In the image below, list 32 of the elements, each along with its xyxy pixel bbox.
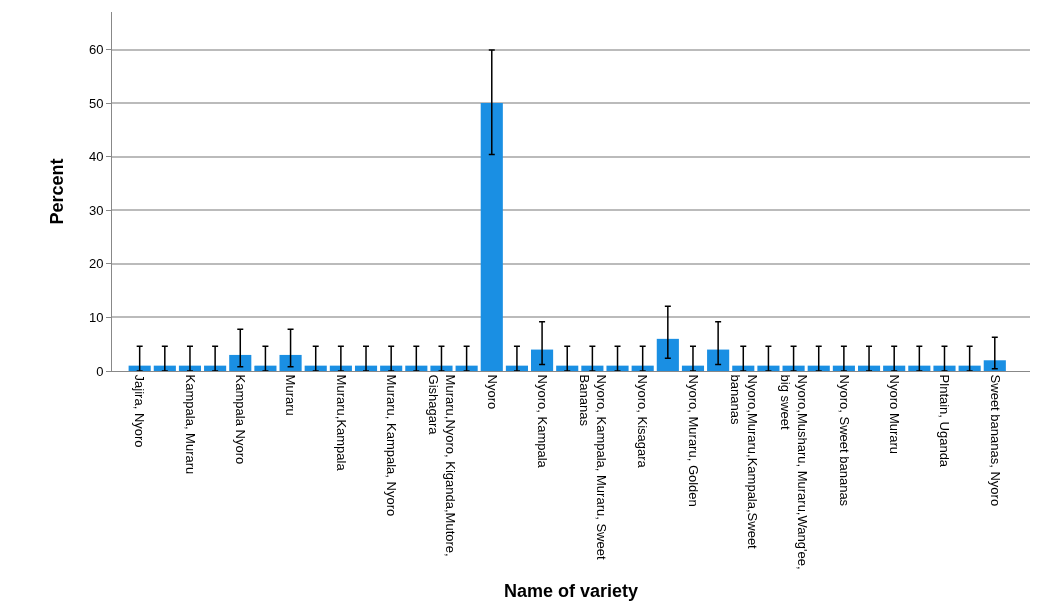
y-axis-title: Percent — [47, 158, 68, 225]
y-tick-label: 10 — [88, 309, 104, 325]
x-tick-label: Nyoro, Kampala, Muraru, Sweet Bananas — [576, 374, 609, 560]
bar — [656, 338, 679, 371]
y-tick-label: 50 — [88, 95, 104, 111]
bar — [229, 354, 252, 371]
x-tick-label: Plntain, Uganda — [937, 374, 953, 468]
x-tick-label: Nyoro Muraru — [886, 374, 902, 455]
x-tick-label: Muraru,Nyoro, Kiganda,Mutore, Gishagara — [425, 374, 458, 557]
x-axis-title: Name of variety — [503, 580, 639, 601]
bar — [707, 349, 730, 371]
y-tick-label: 20 — [88, 256, 104, 272]
bar — [480, 103, 503, 371]
x-tick-label: Muraru, Kampala, Nyoro — [383, 374, 399, 517]
x-tick-label: Nyoro, Kampala — [534, 374, 550, 469]
y-tick-label: 0 — [96, 363, 104, 379]
x-tick-label: Nyoro — [484, 374, 500, 410]
y-tick-label: 30 — [88, 202, 104, 218]
bar — [531, 349, 554, 371]
x-tick-label: Nyoro, Muraru, Golden — [685, 374, 701, 507]
x-tick-label: Sweet bananas, Nyoro — [987, 374, 1003, 507]
x-tick-label: Kampala, Muraru — [182, 374, 198, 475]
x-tick-label: Kampala Nyoro — [233, 374, 249, 465]
x-tick-label: Nyoro, Kisagara — [635, 374, 651, 469]
x-tick-label: Muraru — [283, 374, 299, 416]
x-tick-label: Jajira, Nyoro — [132, 374, 148, 448]
x-tick-label: Nyoro,Muraru,Kampala,Sweet bananas — [727, 374, 760, 550]
y-tick-label: 60 — [88, 42, 104, 58]
bar — [279, 354, 302, 371]
y-tick-label: 40 — [88, 149, 104, 165]
x-tick-label: Nyoro, Sweet bananas — [836, 374, 852, 507]
x-tick-label: Muraru,Kampala — [333, 374, 349, 472]
